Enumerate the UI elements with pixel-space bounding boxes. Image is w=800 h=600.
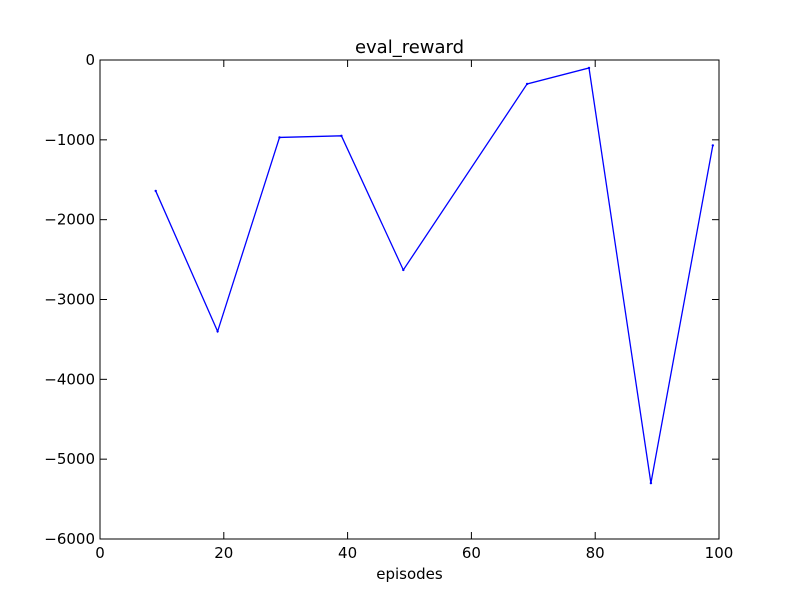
chart-title: eval_reward xyxy=(355,37,464,58)
y-tick-label: −2000 xyxy=(44,211,95,229)
x-axis-title: episodes xyxy=(376,565,443,583)
data-point xyxy=(587,66,591,70)
y-axis-ticks: 0 −1000 −2000 −3000 −4000 −5000 −6000 xyxy=(44,51,719,548)
x-axis-ticks: 0 20 40 60 80 100 xyxy=(95,60,733,562)
y-tick-label: −4000 xyxy=(44,370,95,388)
data-point xyxy=(525,82,529,86)
y-tick-label: −5000 xyxy=(44,450,95,468)
data-point xyxy=(340,134,343,138)
y-tick-label: −1000 xyxy=(44,131,95,149)
y-tick-label: −6000 xyxy=(44,530,95,548)
x-tick-label: 60 xyxy=(462,544,481,562)
series-line-0 xyxy=(155,67,714,484)
x-tick-label: 40 xyxy=(338,544,357,562)
data-point xyxy=(649,481,653,485)
plot-frame xyxy=(99,59,720,540)
data-point xyxy=(711,144,715,147)
series-layer xyxy=(154,66,715,485)
y-tick-label: 0 xyxy=(85,51,95,69)
data-point xyxy=(216,330,219,333)
x-tick-label: 20 xyxy=(214,544,233,562)
data-point xyxy=(278,136,281,139)
data-point xyxy=(402,268,405,272)
y-tick-label: −3000 xyxy=(44,291,95,309)
x-tick-label: 80 xyxy=(586,544,605,562)
x-tick-label: 100 xyxy=(705,544,734,562)
x-tick-label: 0 xyxy=(95,544,105,562)
data-point xyxy=(154,189,157,193)
